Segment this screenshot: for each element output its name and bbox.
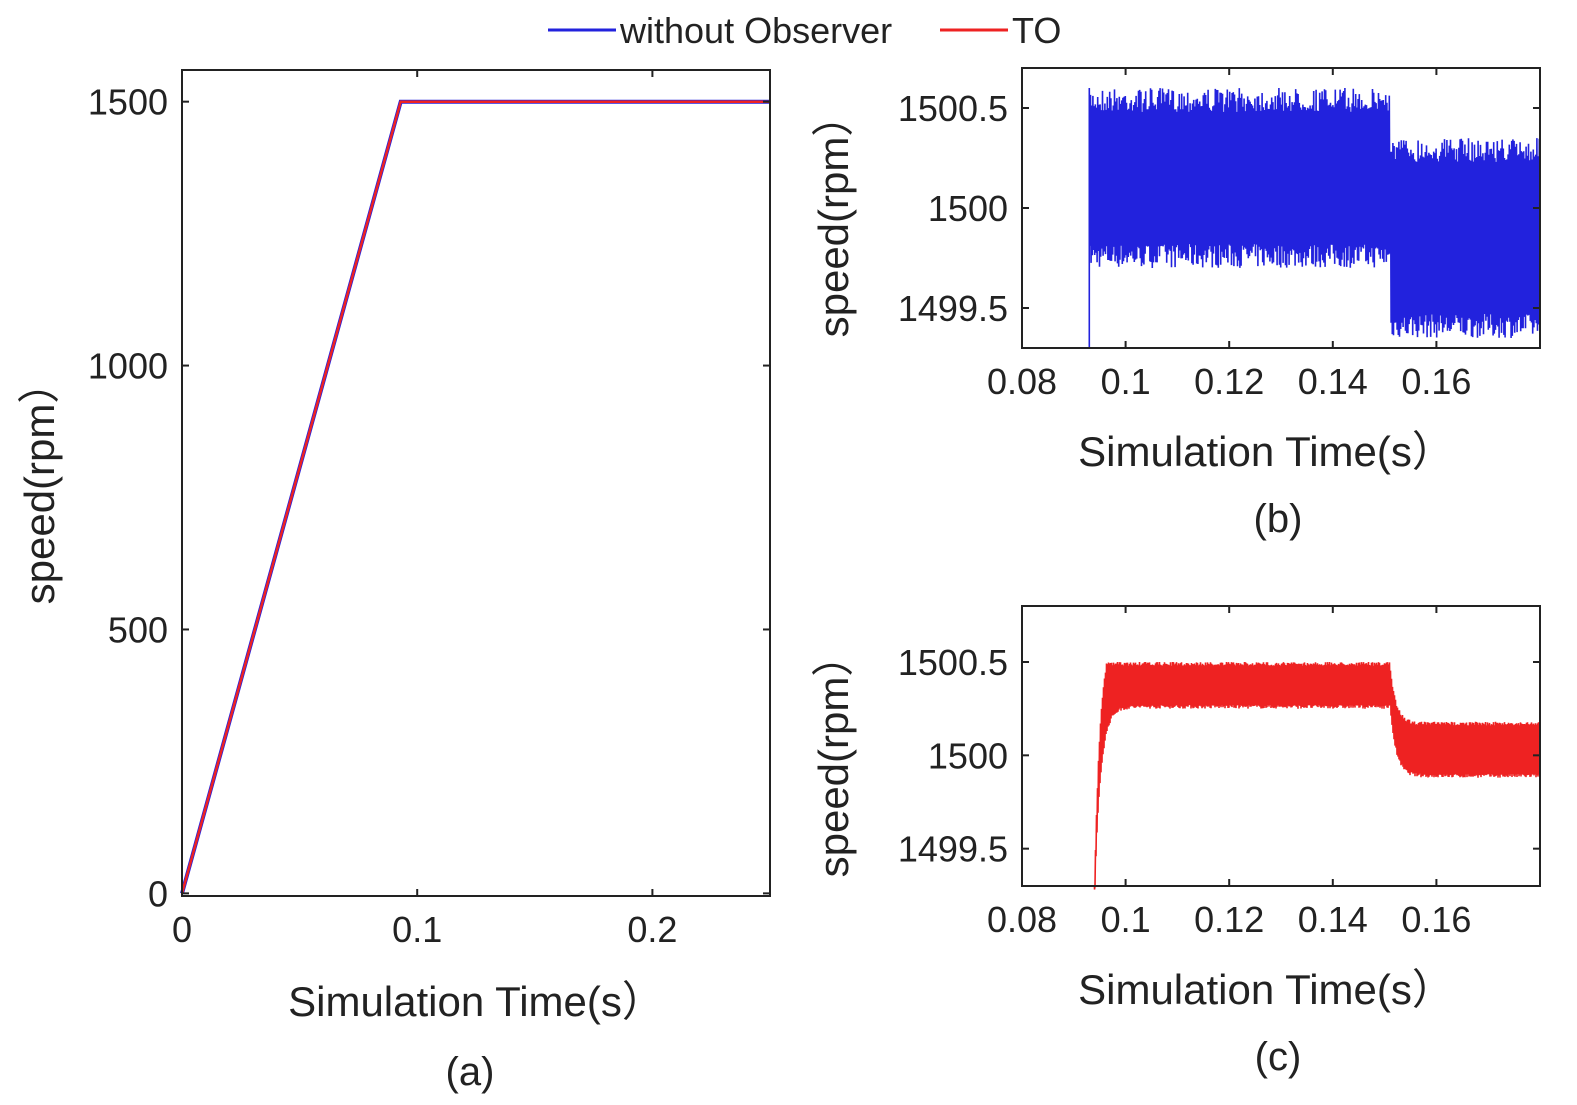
panel-a-frame <box>181 69 771 897</box>
panel-a-ytick-label: 1000 <box>88 346 168 387</box>
panel-a-ylabel: speed(rpm） <box>16 362 63 605</box>
panel-c-xlabel: Simulation Time(s） <box>1078 966 1454 1013</box>
panel-c-caption: (c) <box>1255 1035 1302 1079</box>
panel-c-xtick-label: 0.12 <box>1194 899 1264 940</box>
panel-a-xlabel: Simulation Time(s） <box>288 978 664 1025</box>
panel-a-ytick-label: 0 <box>148 873 168 914</box>
panel-a-xtick-label: 0.2 <box>627 909 677 950</box>
series-line-without-observer <box>1088 87 1541 348</box>
panel-c-ytick-label: 1500 <box>928 735 1008 776</box>
panel-c-ytick-label: 1499.5 <box>898 829 1008 870</box>
panel-b-xtick-label: 0.08 <box>987 361 1057 402</box>
panel-a-caption: (a) <box>446 1050 495 1094</box>
series-line-to <box>180 100 770 894</box>
series-line-without-observer <box>180 99 770 894</box>
panel-b: 0.08 0.1 0.12 0.14 0.16 1499.5 1500 1500.5 Simu… <box>810 67 1541 541</box>
panel-a-ytick-label: 500 <box>108 609 168 650</box>
panel-c-data <box>1093 661 1541 890</box>
panel-b-xtick-label: 0.14 <box>1298 361 1368 402</box>
panel-c-ylabel: speed(rpm） <box>810 635 857 878</box>
panel-b-xlabel: Simulation Time(s） <box>1078 428 1454 475</box>
panel-b-xtick-label: 0.16 <box>1401 361 1471 402</box>
panel-b-ytick-label: 1500 <box>928 188 1008 229</box>
panel-b-ytick-label: 1499.5 <box>898 288 1008 329</box>
panel-b-ticks: 0.08 0.1 0.12 0.14 0.16 1499.5 1500 1500.5 <box>898 68 1540 402</box>
series-line-to <box>1093 661 1541 890</box>
panel-a-xtick-label: 0 <box>172 909 192 950</box>
panel-c: 0.08 0.1 0.12 0.14 0.16 1499.5 1500 1500.5 Simu… <box>810 605 1541 1079</box>
panel-a-ticks: 0 0.1 0.2 0 500 1000 1500 <box>88 70 770 950</box>
panel-c-frame <box>1021 605 1541 887</box>
panel-b-xtick-label: 0.12 <box>1194 361 1264 402</box>
panel-b-xtick-label: 0.1 <box>1101 361 1151 402</box>
panel-c-xtick-label: 0.16 <box>1401 899 1471 940</box>
panel-b-caption: (b) <box>1254 497 1303 541</box>
legend: without Observer TO <box>548 10 1061 51</box>
panel-b-ylabel: speed(rpm） <box>810 95 857 338</box>
panel-c-ytick-label: 1500.5 <box>898 642 1008 683</box>
panel-b-data <box>1088 87 1541 348</box>
panel-a-data <box>180 99 770 894</box>
panel-c-ticks: 0.08 0.1 0.12 0.14 0.16 1499.5 1500 1500.5 <box>898 606 1540 940</box>
legend-label-to: TO <box>1012 10 1061 51</box>
panel-a-ytick-label: 1500 <box>88 82 168 123</box>
panel-a: 0 0.1 0.2 0 500 1000 1500 Simulation Time(s） s… <box>16 69 771 1094</box>
legend-label-without-observer: without Observer <box>619 10 892 51</box>
panel-c-xtick-label: 0.08 <box>987 899 1057 940</box>
panel-c-xtick-label: 0.14 <box>1298 899 1368 940</box>
panel-c-xtick-label: 0.1 <box>1101 899 1151 940</box>
panel-b-ytick-label: 1500.5 <box>898 88 1008 129</box>
panel-a-xtick-label: 0.1 <box>392 909 442 950</box>
